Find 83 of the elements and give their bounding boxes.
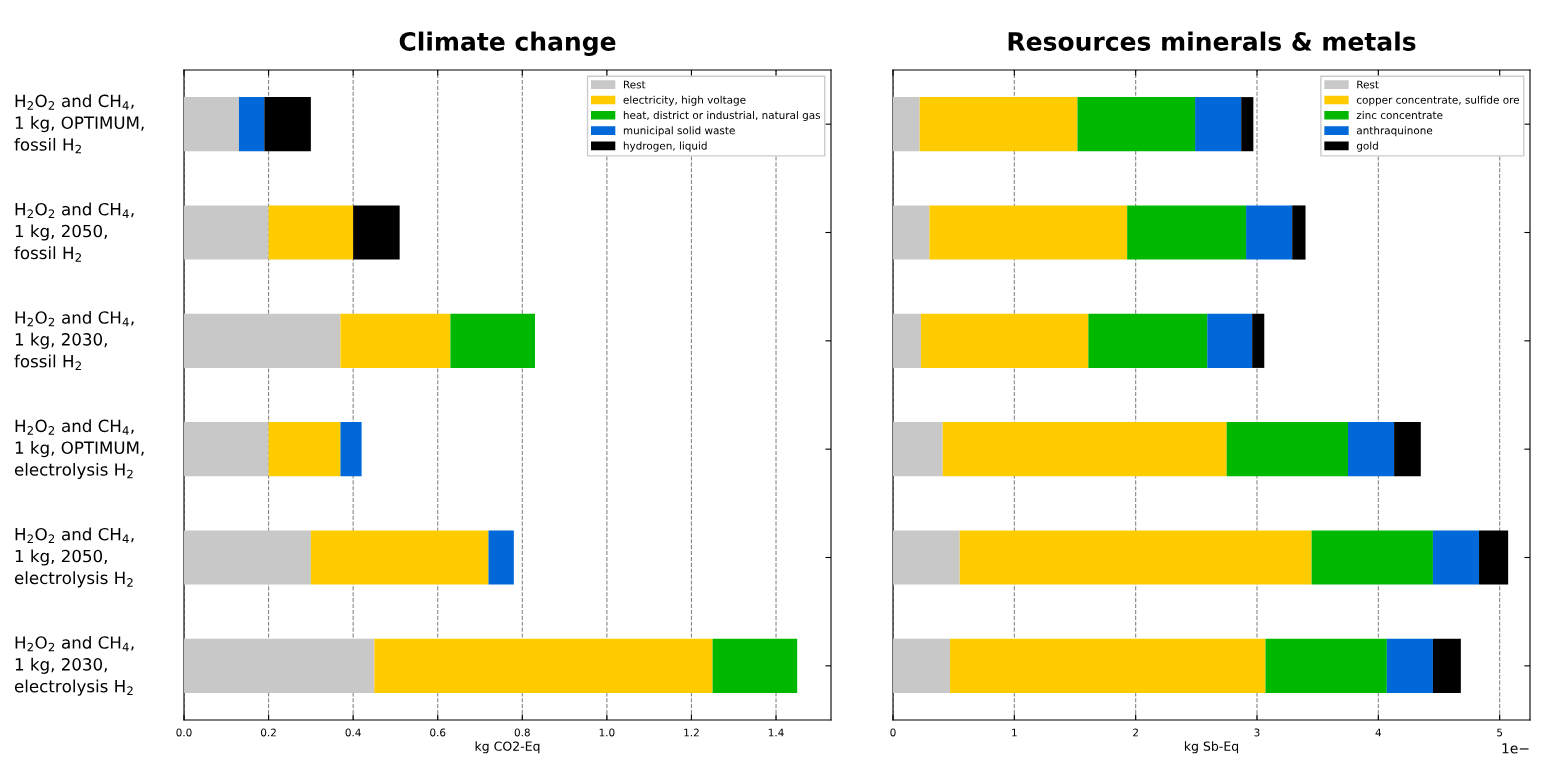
bar — [893, 205, 930, 260]
legend-label: hydrogen, liquid — [623, 141, 707, 152]
bar — [1195, 97, 1242, 152]
x-tick-label: 1.4 — [768, 728, 784, 737]
bar — [1386, 638, 1433, 693]
chart-title: Climate change — [399, 31, 616, 56]
legend-label: gold — [1356, 141, 1378, 152]
category-label: H$_{2}$O$_{2}$ and CH$_{4}$, 1 kg, 2030, fossil H$_{2}$ — [14, 310, 134, 370]
x-tick-label: 0.2 — [260, 728, 276, 737]
bar — [238, 97, 265, 152]
bar — [1226, 422, 1348, 477]
bar — [488, 530, 514, 585]
x-tick-label: 0.4 — [345, 728, 361, 737]
bar — [310, 530, 489, 585]
bar — [950, 638, 1266, 693]
bar — [1252, 313, 1265, 368]
bar — [1479, 530, 1509, 585]
bar — [374, 638, 713, 693]
legend-label: zinc concentrate — [1356, 111, 1443, 120]
bar — [1127, 205, 1247, 260]
x-tick-label: 0.6 — [430, 728, 446, 737]
x-axis-title: kg Sb-Eq — [1184, 741, 1239, 754]
bar — [184, 205, 269, 260]
bar — [893, 530, 960, 585]
bar — [340, 313, 451, 368]
bar — [184, 638, 375, 693]
bar — [184, 97, 239, 152]
bar — [1077, 97, 1196, 152]
bar — [340, 422, 362, 477]
bar — [893, 638, 951, 693]
bar — [264, 97, 311, 152]
x-tick-label: 4 — [1375, 728, 1382, 737]
bar — [893, 422, 943, 477]
bar — [712, 638, 798, 693]
x-tick-label: 1.0 — [599, 728, 615, 737]
legend-label: Rest — [1357, 80, 1379, 89]
bar — [184, 530, 311, 585]
category-label: H$_{2}$O$_{2}$ and CH$_{4}$, 1 kg, OPTIMUM, electrolysis H$_{2}$ — [14, 419, 144, 480]
x-tick-label: 1 — [1012, 728, 1017, 737]
bar — [893, 313, 921, 368]
x-tick-label: 1.2 — [684, 728, 699, 737]
legend-label: anthraquinone — [1356, 126, 1433, 137]
bar — [184, 422, 269, 477]
bar — [184, 313, 341, 368]
bar — [959, 530, 1312, 585]
bar — [1432, 638, 1461, 693]
bar — [353, 205, 400, 260]
x-tick-label: 0.8 — [514, 728, 530, 737]
x-tick-label: 0 — [890, 728, 896, 737]
bar — [1241, 97, 1254, 152]
chart-title: Resources minerals & metals — [1008, 31, 1416, 51]
bar — [929, 205, 1128, 260]
legend-label: copper concentrate, sulfide ore — [1356, 95, 1520, 106]
bar — [1348, 422, 1395, 477]
legend-label: electricity, high voltage — [623, 95, 746, 106]
x-tick-label: 3 — [1254, 728, 1260, 737]
x-tick-label: 0.0 — [176, 728, 192, 737]
category-label: H$_{2}$O$_{2}$ and CH$_{4}$, 1 kg, 2030, electrolysis H$_{2}$ — [14, 635, 134, 696]
legend-label: municipal solid waste — [623, 126, 735, 137]
bar — [942, 422, 1227, 477]
bar — [919, 97, 1078, 152]
category-label: H$_{2}$O$_{2}$ and CH$_{4}$, 1 kg, OPTIMUM, fossil H$_{2}$ — [14, 94, 144, 154]
bar — [1292, 205, 1306, 260]
legend-label: heat, district or industrial, natural gas — [623, 111, 821, 122]
bar — [920, 313, 1089, 368]
bar — [1265, 638, 1387, 693]
bar — [1394, 422, 1421, 477]
bar — [1088, 313, 1208, 368]
bar — [893, 97, 920, 152]
legend-label: Rest — [623, 80, 646, 89]
bar — [1246, 205, 1293, 260]
x-axis-title: kg CO2-Eq — [475, 741, 540, 754]
text: 1e− — [1502, 743, 1529, 754]
x-tick-label: 2 — [1133, 728, 1138, 737]
bar — [1207, 313, 1253, 368]
bar — [1311, 530, 1433, 585]
bar — [268, 422, 341, 477]
category-label: H$_{2}$O$_{2}$ and CH$_{4}$, 1 kg, 2050, electrolysis H$_{2}$ — [14, 527, 134, 588]
bar — [268, 205, 354, 260]
bar — [450, 313, 535, 368]
x-tick-label: 5 — [1497, 728, 1503, 737]
category-label: H$_{2}$O$_{2}$ and CH$_{4}$, 1 kg, 2050, fossil H$_{2}$ — [14, 202, 134, 262]
bar — [1432, 530, 1480, 585]
